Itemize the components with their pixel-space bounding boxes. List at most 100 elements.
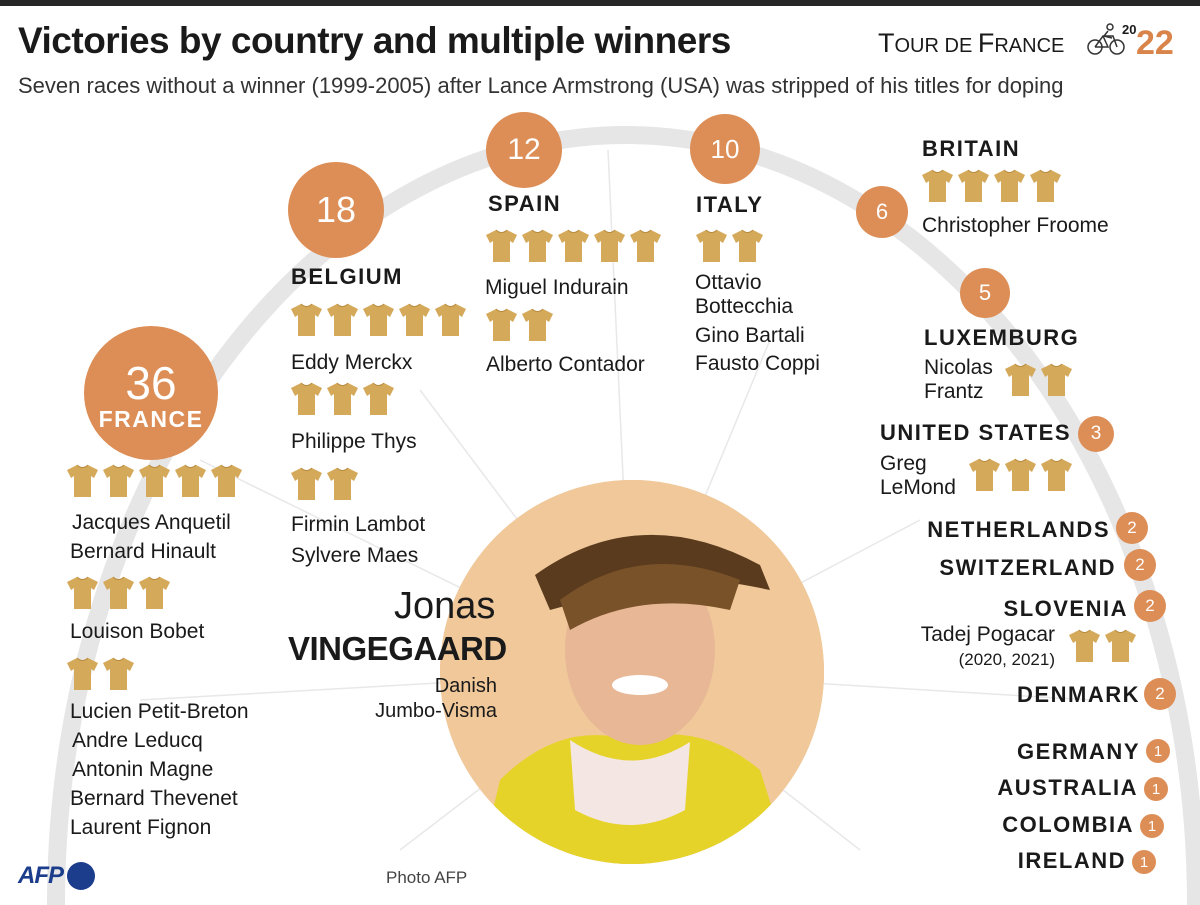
switzerland-label: SWITZERLAND xyxy=(939,555,1116,580)
winner-line: LeMond xyxy=(880,476,956,499)
germany-wins-count: 1 xyxy=(1153,742,1163,760)
winner-line: Bottecchia xyxy=(695,295,794,318)
winner-years: (2020, 2021) xyxy=(958,650,1055,669)
france-wins-circle: 36 FRANCE xyxy=(84,326,218,460)
colombia-label: COLOMBIA xyxy=(1002,812,1134,837)
yellow-jersey-icon xyxy=(103,657,134,690)
yellow-jersey-icon xyxy=(732,229,763,262)
winner-name: Nicolas Frantz xyxy=(924,356,993,404)
photo-credit: Photo AFP xyxy=(386,868,468,887)
luxemburg-wins-count: 5 xyxy=(978,280,992,305)
winner-name: Bernard Thevenet xyxy=(70,787,238,810)
yellow-jersey-icon xyxy=(522,229,553,262)
yellow-jersey-icon xyxy=(103,576,134,609)
yellow-jersey-icon xyxy=(67,464,98,497)
yellow-jersey-icon xyxy=(399,303,430,336)
jersey-row xyxy=(968,457,1073,493)
yellow-jersey-icon xyxy=(1105,629,1136,662)
yellow-jersey-icon xyxy=(1041,363,1072,396)
britain-wins-count: 6 xyxy=(875,199,889,224)
denmark-wins-circle: 2 xyxy=(1144,678,1176,710)
germany-wins-circle: 1 xyxy=(1146,739,1170,763)
tour-de-france-wordmark: TOUR DE FRANCE xyxy=(878,28,1065,58)
yellow-jersey-icon xyxy=(435,303,466,336)
netherlands-wins-count: 2 xyxy=(1127,518,1137,537)
yellow-jersey-icon xyxy=(291,382,322,415)
rider-last-name: VINGEGAARD xyxy=(288,630,507,667)
rider-portrait-illustration xyxy=(440,480,824,864)
rider-team: Jumbo-Visma xyxy=(375,700,497,722)
belgium-wins-count: 18 xyxy=(315,189,357,230)
usa-label: UNITED STATES xyxy=(880,420,1072,445)
winner-line: Nicolas xyxy=(924,356,993,379)
yellow-jersey-icon xyxy=(291,303,322,336)
winner-name: Ottavio Bottecchia xyxy=(695,271,793,319)
italy-label: ITALY xyxy=(696,192,764,217)
jersey-row xyxy=(485,228,662,264)
winner-name: Sylvere Maes xyxy=(291,544,419,567)
yellow-jersey-icon xyxy=(327,467,358,500)
denmark-label: DENMARK xyxy=(1017,682,1140,707)
yellow-jersey-icon xyxy=(67,576,98,609)
winner-name: Firmin Lambot xyxy=(291,513,426,536)
slovenia-label: SLOVENIA xyxy=(1003,596,1128,621)
winner-name: Tadej Pogacar xyxy=(920,623,1055,646)
ireland-label: IRELAND xyxy=(1017,848,1126,873)
winner-line: Greg xyxy=(880,452,927,475)
belgium-wins-circle: 18 xyxy=(288,162,384,258)
belgium-label: BELGIUM xyxy=(291,264,403,289)
ireland-wins-circle: 1 xyxy=(1132,850,1156,874)
jersey-row xyxy=(921,168,1062,204)
winner-name: Eddy Merckx xyxy=(291,351,413,374)
yellow-jersey-icon xyxy=(1005,363,1036,396)
ireland-wins-count: 1 xyxy=(1139,853,1149,871)
afp-logo-text: AFP xyxy=(18,862,64,889)
top-bar xyxy=(0,0,1200,6)
winner-name: Antonin Magne xyxy=(72,758,214,781)
cyclist-logo-icon xyxy=(1087,23,1125,55)
germany-label: GERMANY xyxy=(1017,739,1140,764)
yellow-jersey-icon xyxy=(1041,458,1072,491)
france-wins-count: 36 xyxy=(125,356,177,409)
yellow-jersey-icon xyxy=(696,229,727,262)
yellow-jersey-icon xyxy=(139,464,170,497)
italy-wins-circle: 10 xyxy=(690,114,760,184)
jersey-row xyxy=(290,381,395,417)
winner-name: Miguel Indurain xyxy=(485,276,629,299)
switzerland-wins-count: 2 xyxy=(1135,555,1145,574)
yellow-jersey-icon xyxy=(486,308,517,341)
switzerland-wins-circle: 2 xyxy=(1124,549,1156,581)
rider-nationality: Danish xyxy=(434,675,497,697)
australia-label: AUSTRALIA xyxy=(997,775,1138,800)
winner-name: Laurent Fignon xyxy=(70,816,212,839)
colombia-wins-circle: 1 xyxy=(1140,814,1164,838)
winner-name: Philippe Thys xyxy=(291,430,417,453)
brand-year-top: 20 xyxy=(1122,22,1137,37)
winner-name: Bernard Hinault xyxy=(70,540,216,563)
yellow-jersey-icon xyxy=(486,229,517,262)
australia-wins-count: 1 xyxy=(1151,780,1161,798)
winner-name: Christopher Froome xyxy=(922,214,1109,237)
britain-wins-circle: 6 xyxy=(856,186,908,238)
slovenia-wins-count: 2 xyxy=(1145,596,1155,615)
yellow-jersey-icon xyxy=(994,169,1025,202)
yellow-jersey-icon xyxy=(922,169,953,202)
winner-name: Gino Bartali xyxy=(695,324,805,347)
netherlands-wins-circle: 2 xyxy=(1116,512,1148,544)
jersey-row xyxy=(1004,362,1073,398)
yellow-jersey-icon xyxy=(522,308,553,341)
colombia-wins-count: 1 xyxy=(1147,817,1157,835)
luxemburg-label: LUXEMBURG xyxy=(924,325,1080,350)
winner-line: Ottavio xyxy=(695,271,762,294)
winner-name: Alberto Contador xyxy=(486,353,645,376)
yellow-jersey-icon xyxy=(1069,629,1100,662)
france-label: FRANCE xyxy=(98,405,204,432)
rider-first-name: Jonas xyxy=(394,585,496,627)
spain-label: SPAIN xyxy=(488,191,562,216)
yellow-jersey-icon xyxy=(67,657,98,690)
winner-name: Andre Leducq xyxy=(72,729,203,752)
jersey-row xyxy=(290,466,359,502)
afp-logo: AFP xyxy=(18,862,95,890)
italy-wins-count: 10 xyxy=(710,133,740,164)
luxemburg-wins-circle: 5 xyxy=(960,268,1010,318)
